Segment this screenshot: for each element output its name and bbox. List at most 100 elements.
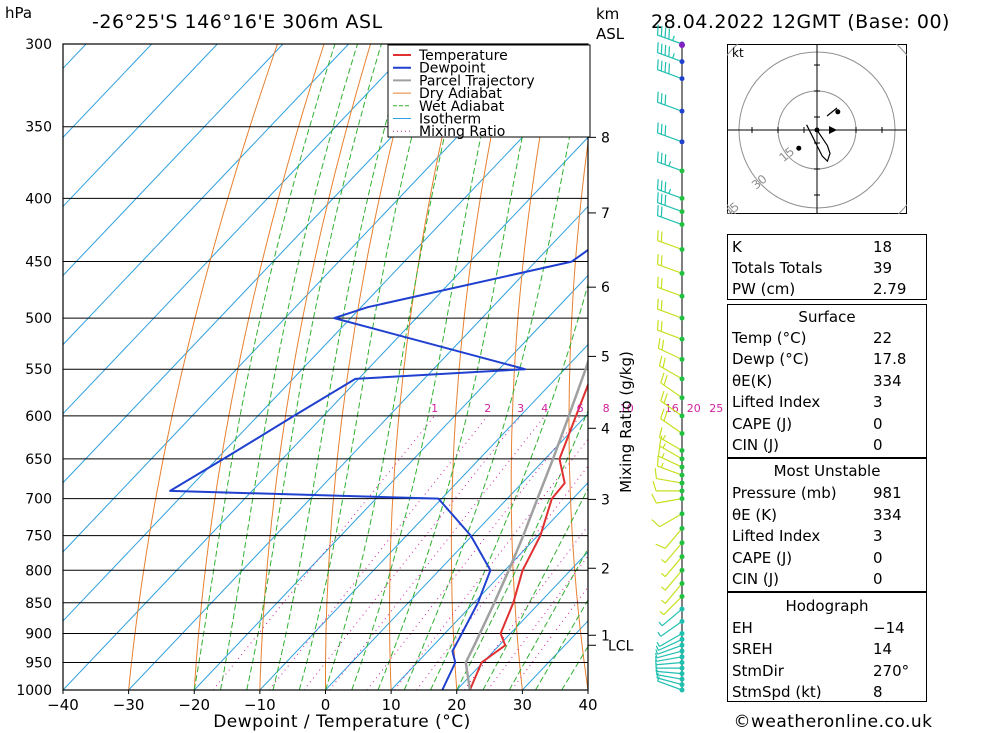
wind-barb-shaft [664, 542, 683, 564]
wind-barb-flag [656, 122, 659, 133]
wind-barb-flag [656, 205, 659, 216]
pressure-tick-label: 950 [25, 655, 52, 671]
km-tick-label: 6 [601, 280, 610, 296]
wind-barb-shaft [657, 215, 683, 226]
wind-barb-halfflag [661, 452, 665, 459]
wind-barb-flag [651, 493, 657, 504]
wind-barb-shaft [664, 528, 683, 549]
wind-barb-flag [664, 62, 667, 73]
mixing-ratio-line [366, 415, 581, 690]
lcl-label: LCL [608, 638, 634, 654]
wind-barb-halfflag [661, 586, 666, 591]
wind-barb-shaft [656, 670, 683, 675]
wet-adiabat-line [325, 44, 467, 690]
wind-barb-flag [664, 125, 667, 136]
surface-dewp-value: 17.8 [873, 350, 907, 368]
wind-barb-flag [656, 230, 659, 241]
unit-hpa-label: hPa [5, 4, 33, 22]
wind-barb-shaft [657, 644, 683, 655]
wind-barb-flag [656, 253, 659, 265]
wind-barb-shaft [657, 308, 683, 319]
wind-level-dot [679, 488, 685, 494]
isotherm-line [0, 44, 20, 690]
wet-adiabat-line [430, 282, 588, 690]
pressure-tick-label: 800 [25, 563, 52, 579]
wind-barb-shaft [660, 620, 683, 637]
x-tick-label: −30 [113, 696, 145, 714]
header: hPa -26°25'S 146°16'E 306m ASL km ASL 28… [0, 0, 1000, 43]
pressure-tick-label: 550 [25, 362, 52, 378]
wind-barb-flag [660, 193, 663, 205]
mu-li-label: Lifted Index [732, 527, 821, 545]
most-unstable-title: Most Unstable [773, 462, 881, 480]
x-tick-label: 10 [382, 696, 401, 714]
wet-adiabat-line [456, 409, 588, 690]
wind-barb-flag [656, 42, 659, 53]
wind-barb-shaft [656, 674, 683, 680]
hodograph-table-title: Hodograph [785, 597, 869, 615]
km-tick-label: 1 [601, 628, 610, 644]
mixing-ratio-label: 10 [620, 402, 634, 415]
wind-barb-shaft [660, 418, 683, 434]
isotherm-line [63, 44, 218, 208]
surface-li-label: Lifted Index [732, 393, 821, 411]
wind-level-dot [679, 654, 685, 660]
wind-level-dot [679, 687, 685, 693]
mu-pressure-value: 981 [873, 484, 902, 502]
x-tick-label: 30 [513, 696, 532, 714]
wind-level-dot [679, 593, 685, 599]
wind-barb-flag [660, 26, 663, 37]
pressure-tick-label: 750 [25, 529, 52, 545]
wind-level-dot [679, 195, 685, 201]
wind-level-dot [679, 376, 685, 382]
wind-barb-shaft [656, 677, 683, 686]
isotherm-line [63, 44, 153, 139]
wind-barb-flag [660, 278, 663, 289]
wind-level-dot [679, 567, 685, 573]
pressure-tick-label: 500 [25, 311, 52, 327]
wind-barb-flag [660, 206, 663, 218]
wind-level-dot [679, 671, 685, 677]
wind-barb-halfflag [660, 462, 664, 468]
legend-label: Temperature [418, 48, 508, 64]
wind-barb-halfflag [662, 443, 666, 449]
wet-adiabat-line [482, 487, 588, 690]
wind-level-dot [679, 540, 685, 546]
wet-adiabat-line [193, 44, 336, 690]
wind-barb-shaft [659, 437, 683, 452]
km-tick-label: 2 [601, 561, 610, 577]
k-label: K [732, 238, 742, 256]
wind-barb-halfflag [659, 610, 665, 616]
surface-table: Surface Temp (°C) 22 Dewp (°C) 17.8 θE(K… [727, 304, 927, 458]
wind-barb-shaft [657, 69, 683, 80]
wind-level-dot [679, 315, 685, 321]
mixing-ratio-label: 8 [603, 402, 610, 415]
wind-barb-flag [657, 445, 661, 457]
wind-barb-flag [668, 46, 671, 57]
wind-barb-flag [663, 393, 668, 404]
wind-level-dot [679, 464, 685, 470]
wind-barb-shaft [656, 498, 683, 504]
wind-barb-flag [660, 123, 663, 135]
hodograph-trace [806, 124, 831, 163]
pressure-tick-label: 700 [25, 492, 52, 508]
wind-barb-halfflag [655, 649, 659, 655]
wind-barb-halfflag [661, 599, 666, 604]
wind-barb-shaft [661, 608, 683, 627]
x-tick-label: −10 [244, 696, 276, 714]
stmdir-value: 270° [873, 662, 910, 680]
plot-frame [62, 43, 589, 691]
wind-level-dot [679, 525, 685, 531]
x-tick-label: 40 [578, 696, 597, 714]
location-title: -26°25'S 146°16'E 306m ASL [92, 11, 383, 33]
legend-label: Isotherm [419, 112, 481, 128]
wind-level-dot [679, 682, 685, 688]
mu-theta-label: θE (K) [732, 506, 777, 524]
wind-level-dot [679, 606, 685, 612]
wind-barb-halfflag [656, 672, 659, 679]
temperature-line [468, 382, 588, 690]
wind-level-dot [679, 356, 685, 362]
wind-barb-flag [657, 337, 661, 349]
mixing-ratio-label: 2 [484, 402, 491, 415]
